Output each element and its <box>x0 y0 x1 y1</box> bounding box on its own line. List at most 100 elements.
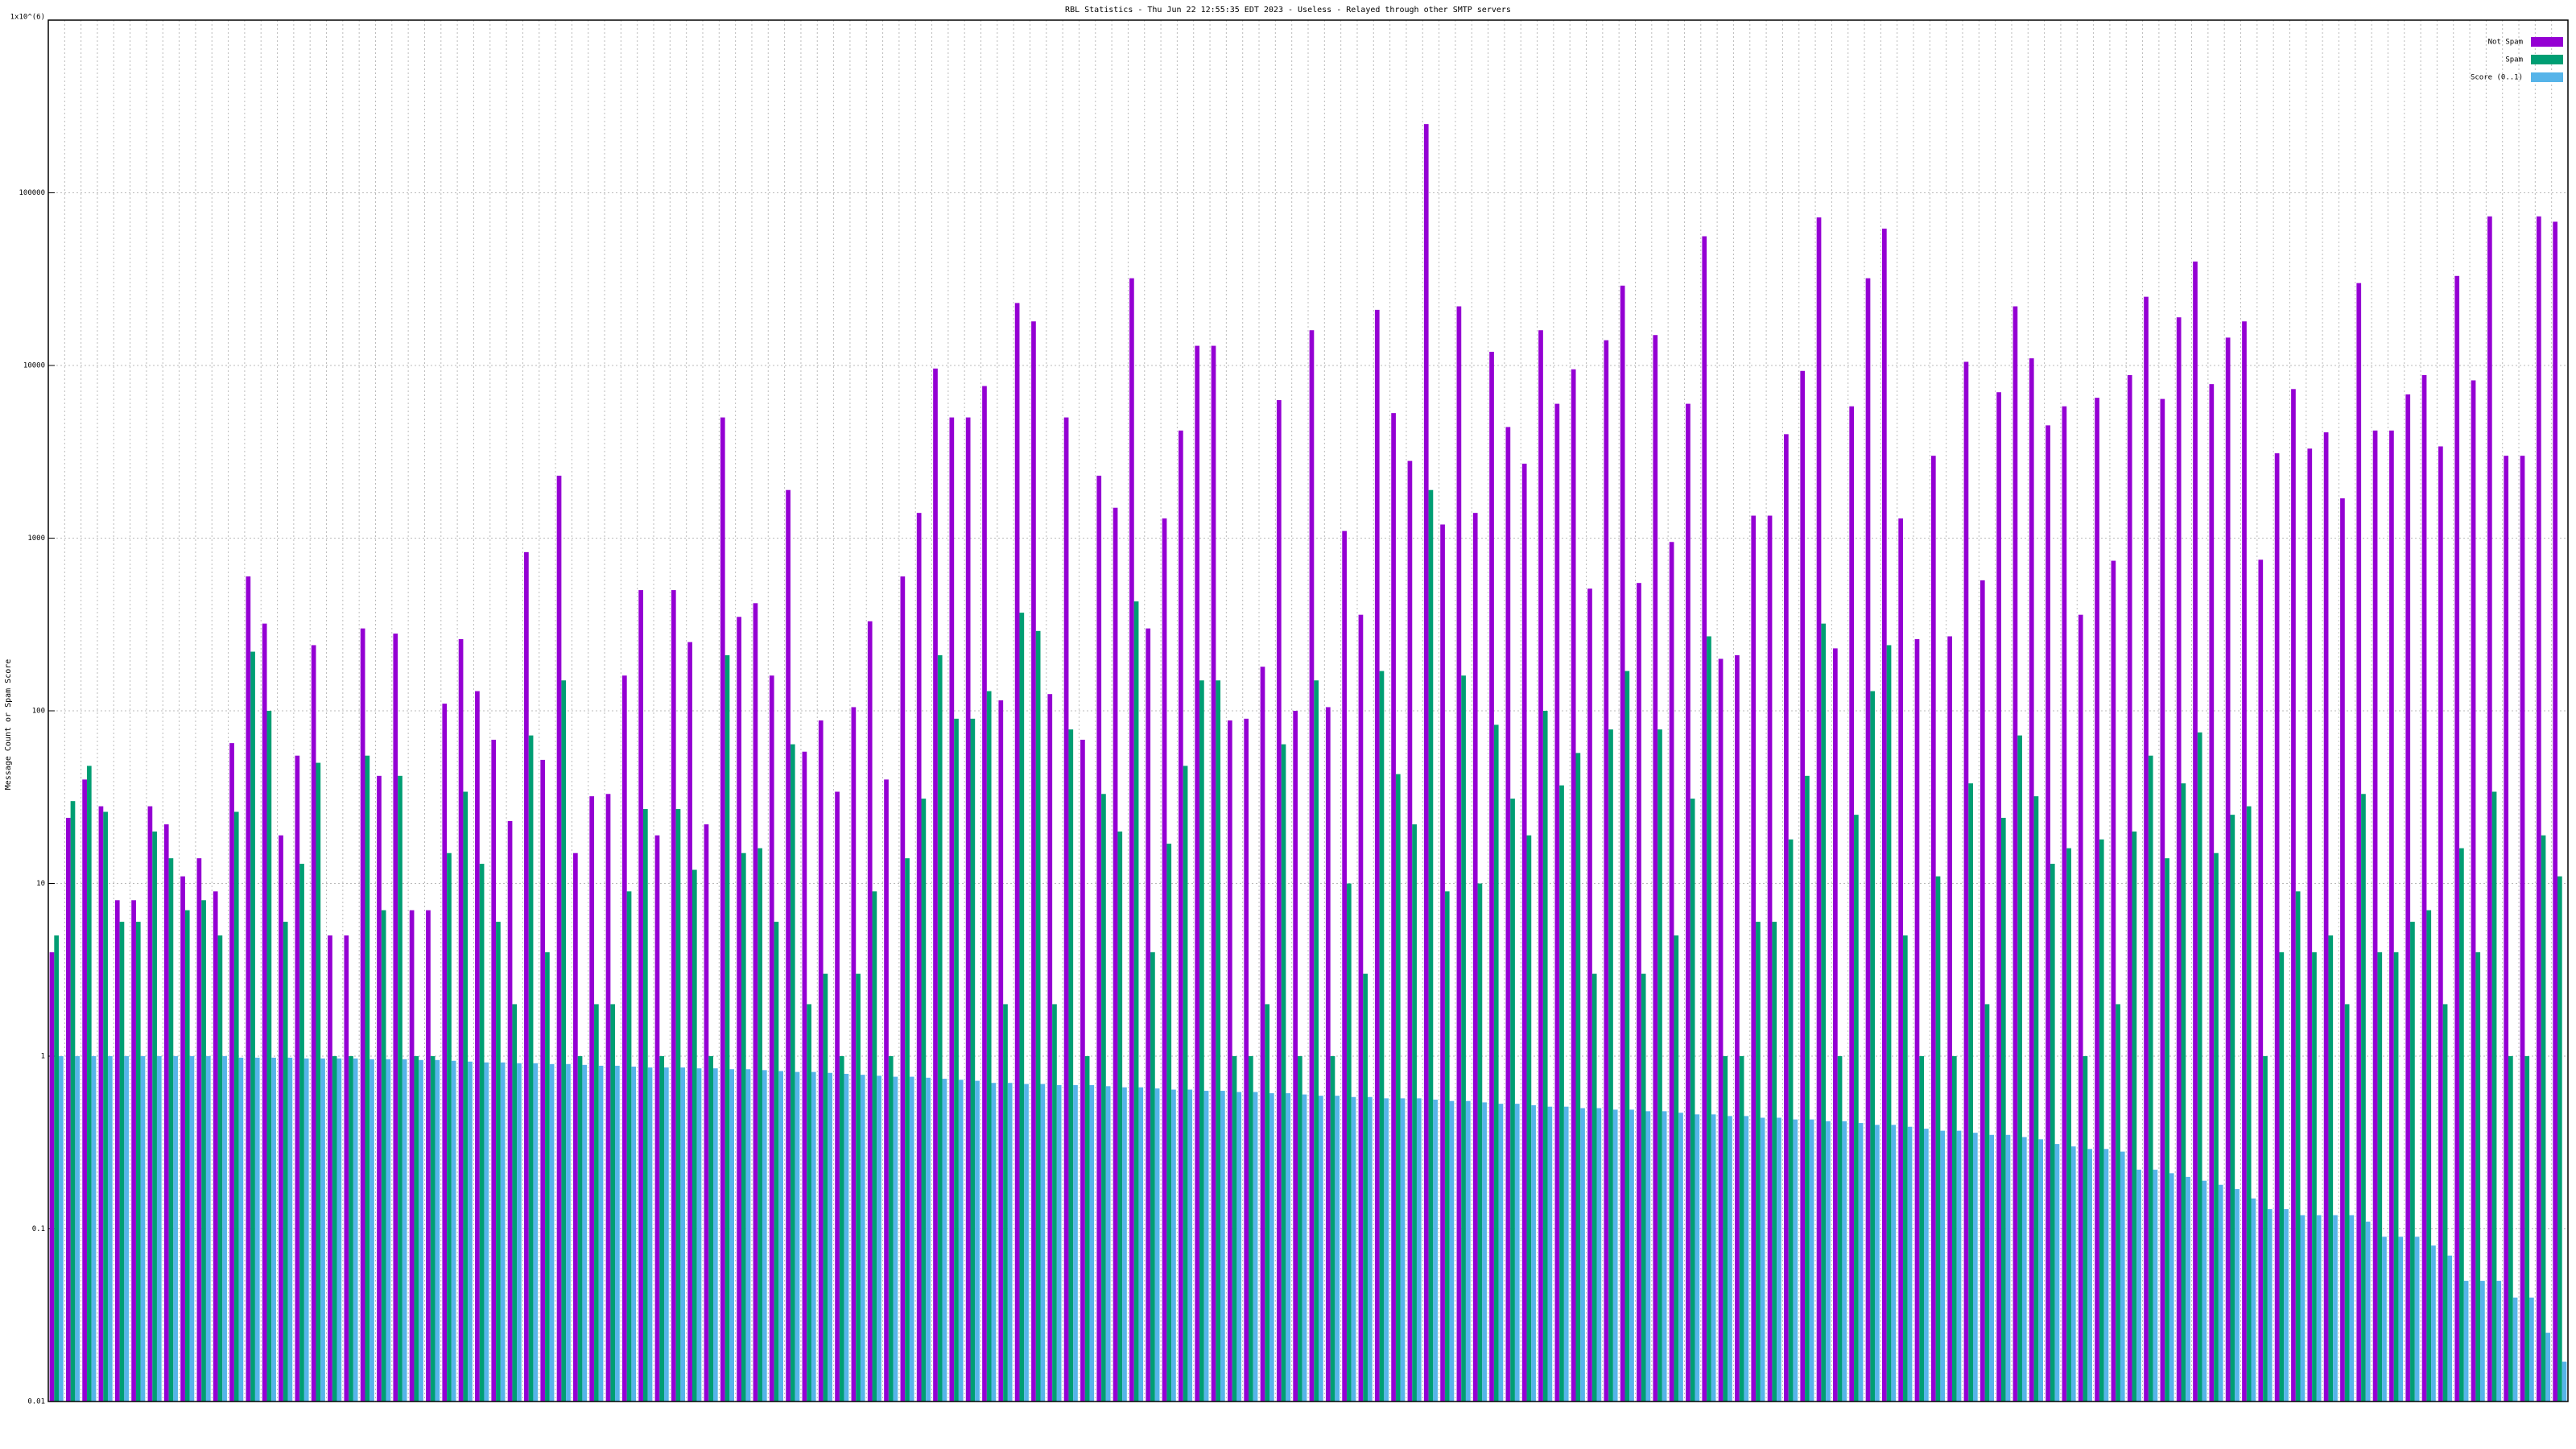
bar <box>1014 303 1020 1402</box>
bar <box>1777 1117 1781 1402</box>
bar <box>1150 952 1155 1402</box>
bar <box>1669 542 1674 1402</box>
bar <box>266 711 272 1402</box>
bar <box>2153 1170 2158 1402</box>
bar <box>1276 400 1282 1402</box>
bar <box>222 1056 227 1402</box>
bar <box>246 576 251 1402</box>
bar <box>2382 1236 2387 1402</box>
bar <box>1837 1056 1843 1402</box>
bar <box>1854 815 1859 1402</box>
bar <box>54 935 60 1402</box>
bar <box>1477 883 1483 1402</box>
bar <box>1105 1086 1111 1402</box>
bar <box>769 675 774 1402</box>
bar <box>2557 876 2562 1402</box>
bar <box>1809 1119 1814 1402</box>
bar <box>1591 973 1597 1402</box>
bar <box>1040 1084 1046 1402</box>
bar <box>680 1067 686 1402</box>
bar <box>631 1066 637 1402</box>
y-tick-label: 10 <box>36 880 45 888</box>
bar <box>2295 891 2301 1402</box>
bar <box>753 603 758 1402</box>
bar <box>496 922 501 1402</box>
bar <box>1800 370 1806 1402</box>
bar <box>909 1076 914 1402</box>
bar <box>1629 1109 1634 1402</box>
bar <box>921 799 927 1402</box>
bar <box>741 852 746 1402</box>
bar <box>173 1056 178 1402</box>
bar <box>2005 1134 2011 1402</box>
bar <box>2197 732 2202 1402</box>
bar <box>1122 1087 1127 1402</box>
bar <box>65 817 71 1402</box>
bar <box>184 910 190 1402</box>
bar <box>59 1056 64 1402</box>
bar <box>1293 711 1298 1402</box>
bar <box>2361 794 2366 1402</box>
bar <box>982 386 987 1402</box>
bar <box>1363 973 1368 1402</box>
bar <box>2454 275 2460 1402</box>
bar <box>745 1069 751 1402</box>
bar <box>2267 1209 2273 1402</box>
bar <box>189 1056 195 1402</box>
bar <box>844 1073 849 1402</box>
bar <box>369 1059 374 1402</box>
bar <box>1580 1108 1585 1402</box>
bar <box>1384 1098 1389 1402</box>
bar <box>1007 1083 1013 1402</box>
bar <box>1881 229 1887 1402</box>
bar <box>1760 1117 1765 1402</box>
bar <box>1129 278 1134 1402</box>
bar <box>1805 775 1810 1402</box>
bar <box>888 1056 894 1402</box>
bar <box>1133 601 1139 1402</box>
bar <box>475 691 480 1402</box>
bar <box>1379 671 1385 1402</box>
bar <box>1662 1111 1667 1402</box>
bar <box>1596 1108 1602 1402</box>
bar <box>916 513 922 1402</box>
bar <box>965 417 971 1402</box>
bar <box>1891 1125 1897 1402</box>
bar <box>1162 518 1167 1402</box>
bar <box>1183 766 1188 1402</box>
bar <box>556 475 562 1402</box>
bar <box>2508 1056 2513 1402</box>
bar <box>1951 1056 1957 1402</box>
bar <box>1542 711 1548 1402</box>
bar <box>1146 628 1151 1402</box>
bar <box>1612 1109 1618 1402</box>
bar <box>621 675 627 1402</box>
bar <box>377 775 382 1402</box>
bar <box>2529 1297 2534 1402</box>
bar <box>1821 623 1827 1402</box>
bar <box>398 775 402 1402</box>
bar <box>1935 876 1941 1402</box>
bar <box>316 762 321 1402</box>
bar <box>1751 515 1757 1402</box>
bar <box>643 808 648 1402</box>
bar <box>320 1058 325 1402</box>
bar <box>479 864 485 1402</box>
bar <box>1793 1119 1798 1402</box>
bar <box>114 900 120 1402</box>
bar <box>2487 216 2492 1402</box>
bar <box>1101 794 1106 1402</box>
bar <box>1309 330 1315 1402</box>
bar <box>1898 518 1904 1402</box>
y-tick-label: 1x10^(6) <box>10 14 45 22</box>
legend-swatch <box>2531 72 2563 82</box>
y-tick-label: 100 <box>32 708 45 716</box>
bar <box>937 654 943 1402</box>
bar <box>430 1056 436 1402</box>
bar <box>1940 1130 1946 1402</box>
bar <box>1559 785 1564 1402</box>
bar <box>954 718 959 1402</box>
bar <box>1547 1106 1553 1402</box>
bar <box>795 1071 800 1402</box>
